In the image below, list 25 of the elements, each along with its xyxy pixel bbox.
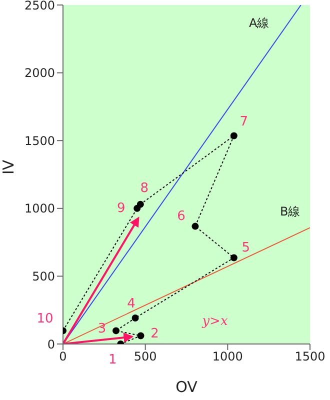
annotation: 6: [177, 208, 186, 224]
annotation: 8: [140, 180, 149, 196]
x-tick-label: 1500: [294, 350, 326, 364]
x-tick-label: 500: [134, 350, 157, 364]
y-tick-label: 2000: [24, 66, 55, 80]
x-tick-label: 1000: [212, 350, 243, 364]
annotation: 3: [98, 321, 106, 336]
x-axis-title: OV: [176, 378, 198, 396]
y-axis-title: IV: [0, 159, 18, 174]
annotation: 2: [150, 326, 159, 342]
x-tick-label: 0: [59, 350, 67, 364]
annotation: 9: [116, 200, 126, 216]
y-tick-label: 1000: [24, 202, 55, 216]
annotation: 5: [242, 240, 250, 256]
annotation: 7: [240, 114, 248, 130]
annotation: 10: [36, 311, 54, 326]
annotation: 4: [127, 296, 136, 312]
annotation: 1: [108, 352, 117, 368]
series-label: A線: [248, 16, 270, 30]
y-tick-label: 1500: [24, 134, 55, 148]
y-tick-label: 500: [32, 269, 55, 284]
annotation: y>x: [201, 314, 228, 329]
y-tick-label: 2500: [24, 0, 55, 12]
y-tick-label: 0: [47, 337, 55, 352]
series-label: B線: [280, 204, 300, 219]
